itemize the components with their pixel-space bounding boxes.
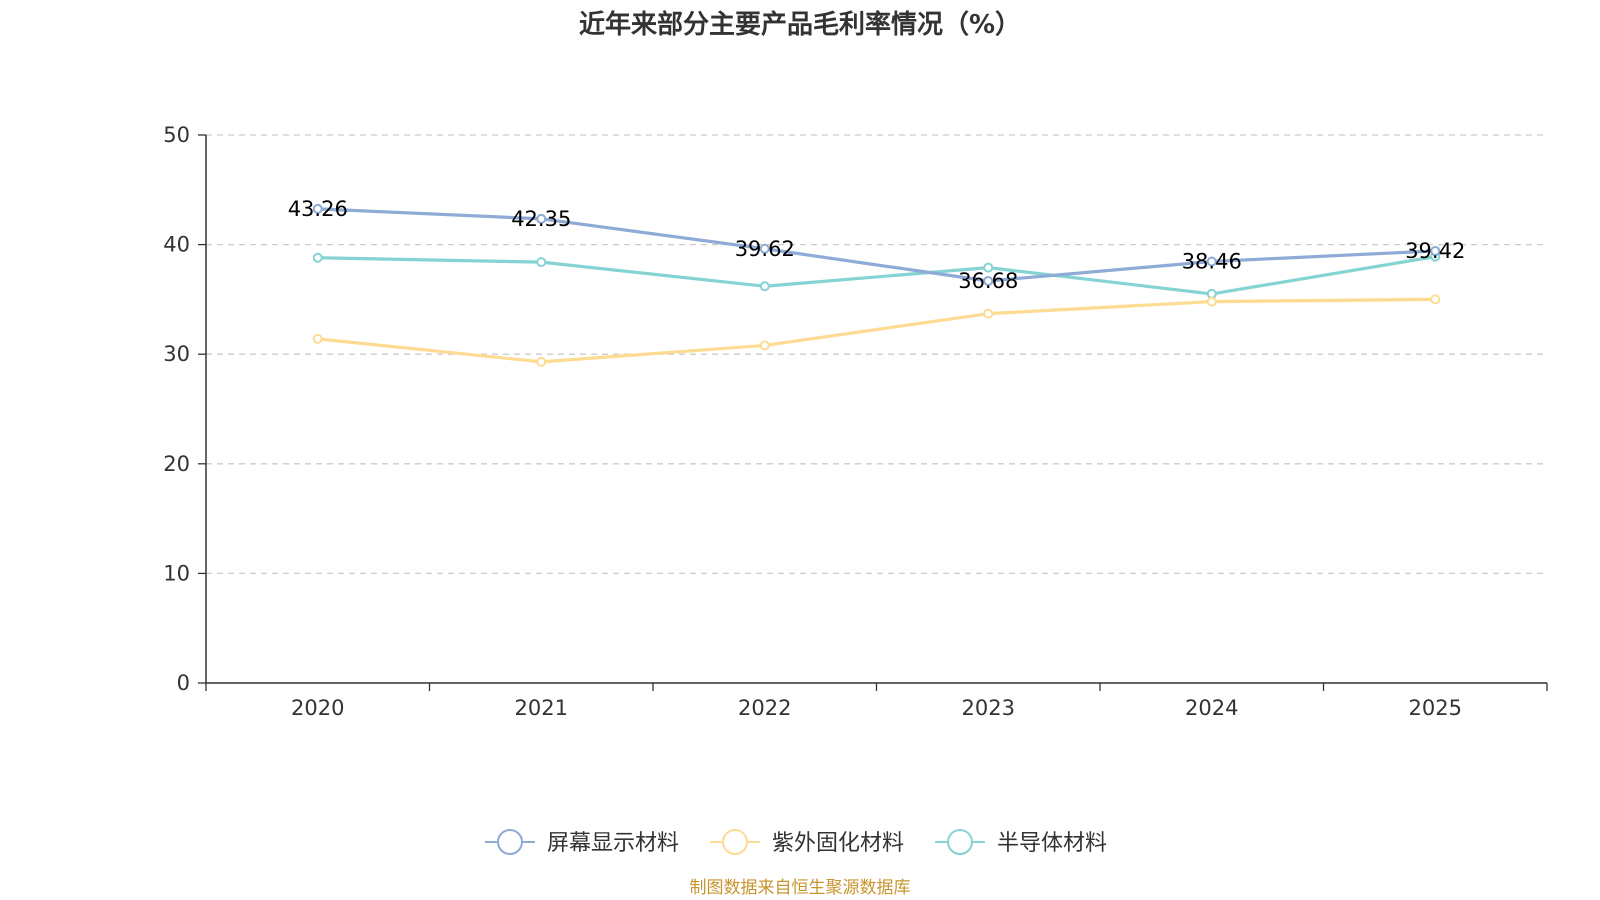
series-point <box>1206 296 1217 307</box>
series-point <box>759 281 770 292</box>
source-note: 制图数据来自恒生聚源数据库 <box>690 878 911 898</box>
legend-item[interactable]: 紫外固化材料 <box>710 829 904 856</box>
legend-label: 紫外固化材料 <box>772 831 904 856</box>
y-tick-label: 0 <box>177 671 190 695</box>
y-tick-label: 20 <box>163 452 190 476</box>
data-label: 38.46 <box>1182 249 1242 273</box>
series-line <box>316 207 1437 283</box>
series-point <box>312 333 323 344</box>
series-point <box>983 308 994 319</box>
y-tick-label: 50 <box>163 123 190 147</box>
series-point <box>1430 294 1441 305</box>
legend-label: 屏幕显示材料 <box>547 831 679 856</box>
series-line <box>316 297 1437 364</box>
legend-item[interactable]: 半导体材料 <box>935 829 1107 856</box>
series-point <box>759 340 770 351</box>
series-point <box>759 243 770 254</box>
legend[interactable]: 屏幕显示材料 紫外固化材料 半导体材料 <box>485 829 1107 856</box>
axes: 0 10 20 30 40 50 2020 2021 2022 2023 2024 2025 <box>163 123 1548 720</box>
data-label: 42.35 <box>511 207 571 231</box>
series-point <box>983 275 994 286</box>
data-label: 36.68 <box>958 269 1018 293</box>
data-label: 39.42 <box>1405 239 1465 263</box>
legend-circle-icon <box>947 829 973 855</box>
x-tick-label: 2023 <box>962 696 1015 720</box>
y-tick-label: 10 <box>163 561 190 585</box>
series-point <box>1430 245 1441 256</box>
series-point <box>312 252 323 263</box>
series-point <box>536 257 547 268</box>
series-line <box>316 255 1437 296</box>
series-point <box>536 213 547 224</box>
data-labels: 43.26 42.35 39.62 36.68 38.46 39.42 <box>288 197 1466 293</box>
legend-circle-icon <box>497 829 523 855</box>
x-tick-label: 2025 <box>1409 696 1462 720</box>
series-lines <box>312 203 1441 367</box>
y-tick-label: 40 <box>163 233 190 257</box>
y-tick-label: 30 <box>163 342 190 366</box>
x-tick-label: 2020 <box>291 696 344 720</box>
data-label: 39.62 <box>735 237 795 261</box>
series-point <box>536 356 547 367</box>
x-tick-label: 2024 <box>1185 696 1238 720</box>
legend-item[interactable]: 屏幕显示材料 <box>485 829 679 856</box>
x-tick-label: 2021 <box>515 696 568 720</box>
legend-label: 半导体材料 <box>997 831 1107 856</box>
series-point <box>312 203 323 214</box>
series-point <box>1206 256 1217 267</box>
legend-circle-icon <box>722 829 748 855</box>
grid-lines <box>206 134 1547 575</box>
chart-title: 近年来部分主要产品毛利率情况（%） <box>579 9 1021 40</box>
data-label: 43.26 <box>288 197 348 221</box>
series-point <box>983 262 994 273</box>
x-tick-label: 2022 <box>738 696 791 720</box>
